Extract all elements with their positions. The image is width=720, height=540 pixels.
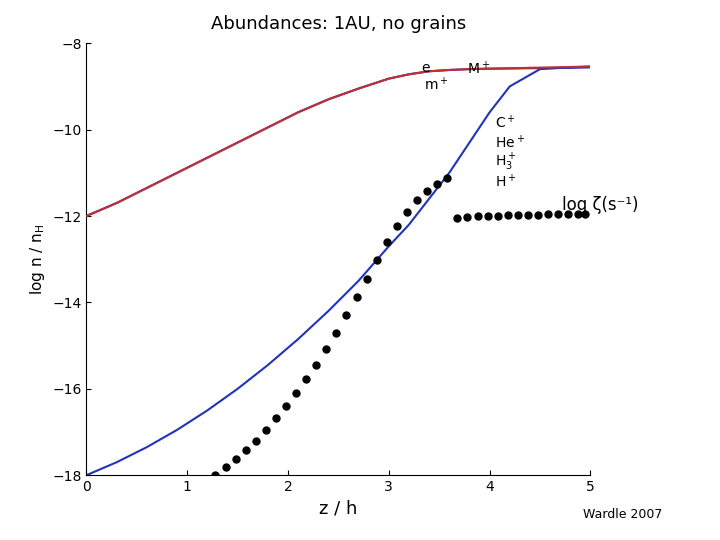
Text: m$^+$: m$^+$ [424, 76, 449, 93]
Title: Abundances: 1AU, no grains: Abundances: 1AU, no grains [211, 15, 466, 33]
Text: log ζ(s⁻¹): log ζ(s⁻¹) [562, 196, 639, 214]
Y-axis label: log n / n$_\mathrm{H}$: log n / n$_\mathrm{H}$ [27, 224, 47, 295]
Text: Wardle 2007: Wardle 2007 [583, 508, 662, 521]
Text: M$^+$: M$^+$ [467, 59, 490, 77]
Text: H$^+$: H$^+$ [495, 173, 516, 190]
X-axis label: z / h: z / h [319, 500, 358, 518]
Text: e: e [421, 61, 430, 75]
Text: He$^+$: He$^+$ [495, 134, 525, 151]
Text: C$^+$: C$^+$ [495, 114, 516, 132]
Text: H$_3^+$: H$_3^+$ [495, 151, 516, 173]
